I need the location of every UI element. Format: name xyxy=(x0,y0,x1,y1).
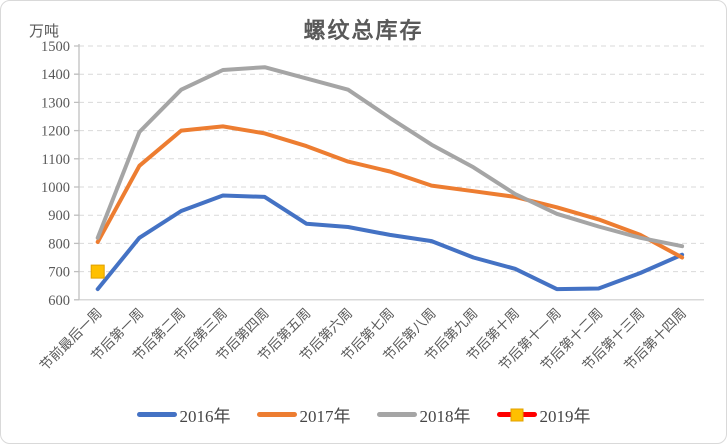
y-tick-label: 1400 xyxy=(41,67,70,83)
plot-area: 600 700 800 900 1000 1100 1200 1300 1400 1500 节前最后… xyxy=(36,39,704,374)
chart-legend: 2016年 2017年 2018年 2019年 xyxy=(1,402,726,427)
y-tick-label: 1000 xyxy=(41,180,70,196)
legend-square-marker xyxy=(510,408,523,421)
y-tick-label: 700 xyxy=(48,265,70,281)
y-axis-unit-label: 万吨 xyxy=(29,24,60,40)
legend-label: 2019年 xyxy=(539,407,591,426)
legend-item-2019年: 2019年 xyxy=(496,402,591,427)
y-tick-label: 900 xyxy=(48,208,70,224)
legend-line-swatch xyxy=(376,412,417,417)
legend-label: 2016年 xyxy=(179,407,231,426)
y-tick-label: 1100 xyxy=(42,152,70,168)
y-tick-label: 600 xyxy=(48,293,70,309)
legend-label: 2017年 xyxy=(299,407,351,426)
legend-item-2018年: 2018年 xyxy=(376,402,471,427)
legend-label: 2018年 xyxy=(419,407,471,426)
chart-title: 螺纹总库存 xyxy=(303,18,424,43)
series-line-2016年 xyxy=(95,193,685,292)
legend-line-swatch xyxy=(136,412,177,417)
y-tick-label: 1200 xyxy=(41,124,70,140)
y-tick-label: 1500 xyxy=(41,39,70,55)
series-line-2017年 xyxy=(95,124,685,260)
legend-line-swatch xyxy=(256,412,297,417)
x-category-label: 节前最后一周 xyxy=(36,305,105,374)
series-line-2018年 xyxy=(95,65,685,249)
legend-line-swatch xyxy=(496,408,537,421)
series-marker-2019年 xyxy=(90,264,105,279)
legend-item-2017年: 2017年 xyxy=(256,402,351,427)
legend-item-2016年: 2016年 xyxy=(136,402,231,427)
y-tick-label: 800 xyxy=(48,236,70,252)
y-tick-label: 1300 xyxy=(41,95,70,111)
